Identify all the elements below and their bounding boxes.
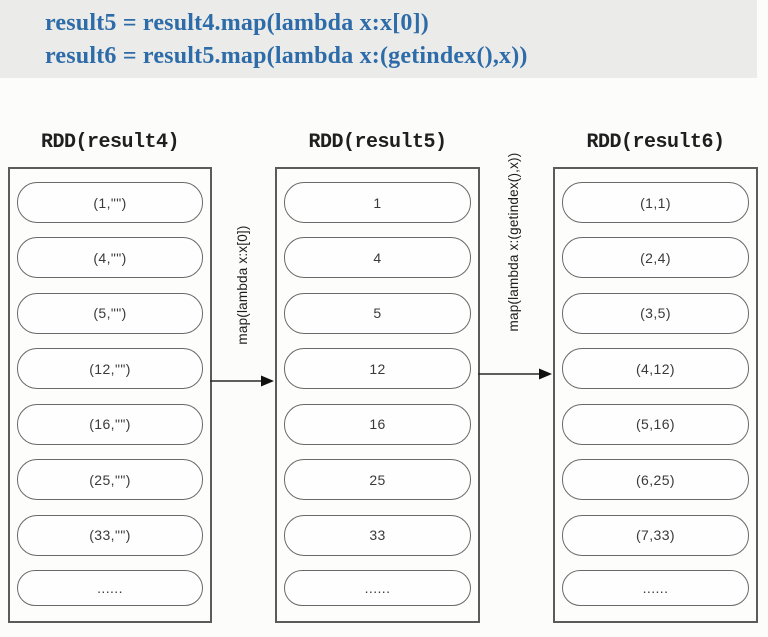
map-arrow-2-label: map(lambda x:(getindex(),x)) (506, 152, 521, 332)
rdd-item: (2,4) (562, 237, 749, 279)
column-title-result5: RDD(result5) (308, 131, 447, 154)
rdd-item: (16,"") (17, 403, 203, 445)
rdd-item-ellipsis: ...... (17, 569, 203, 606)
rdd-item: 25 (284, 459, 471, 501)
rdd-item: (7,33) (562, 514, 749, 556)
rdd-item: 1 (284, 182, 471, 223)
rdd-item: (12,"") (17, 348, 203, 390)
rdd-item-ellipsis: ...... (562, 569, 749, 606)
rdd-item: 12 (284, 348, 471, 390)
rdd-item: (4,12) (562, 348, 749, 390)
rdd-item: (1,1) (562, 182, 749, 223)
column-title-result4: RDD(result4) (40, 131, 180, 154)
rdd-column-result4: (1,"") (4,"") (5,"") (12,"") (16,"") (25… (8, 167, 212, 623)
rdd-item: (5,"") (17, 292, 203, 334)
rdd-item: (1,"") (17, 182, 203, 223)
rdd-item: 5 (284, 292, 471, 334)
rdd-item: (25,"") (17, 459, 203, 501)
rdd-item: 4 (284, 237, 471, 279)
code-line-2: result6 = result5.map(lambda x:(getindex… (45, 43, 528, 69)
rdd-column-result5: 1 4 5 12 16 25 33 ...... (275, 167, 480, 623)
rdd-column-result6: (1,1) (2,4) (3,5) (4,12) (5,16) (6,25) (… (553, 167, 758, 623)
rdd-item: (5,16) (562, 403, 749, 445)
map-arrow-1-icon (210, 375, 274, 387)
rdd-item-ellipsis: ...... (284, 569, 471, 606)
rdd-item: 33 (284, 514, 471, 556)
rdd-item: (3,5) (562, 292, 749, 334)
map-arrow-2-icon (478, 368, 552, 380)
rdd-item: (33,"") (17, 514, 203, 556)
rdd-item: (6,25) (562, 459, 749, 501)
code-block: result5 = result4.map(lambda x:x[0]) res… (0, 0, 757, 78)
rdd-item: 16 (284, 403, 471, 445)
rdd-item: (4,"") (17, 237, 203, 279)
map-arrow-1-label: map(lambda x:x[0]) (235, 225, 250, 345)
column-title-result6: RDD(result6) (586, 131, 725, 154)
code-line-1: result5 = result4.map(lambda x:x[0]) (45, 10, 429, 36)
